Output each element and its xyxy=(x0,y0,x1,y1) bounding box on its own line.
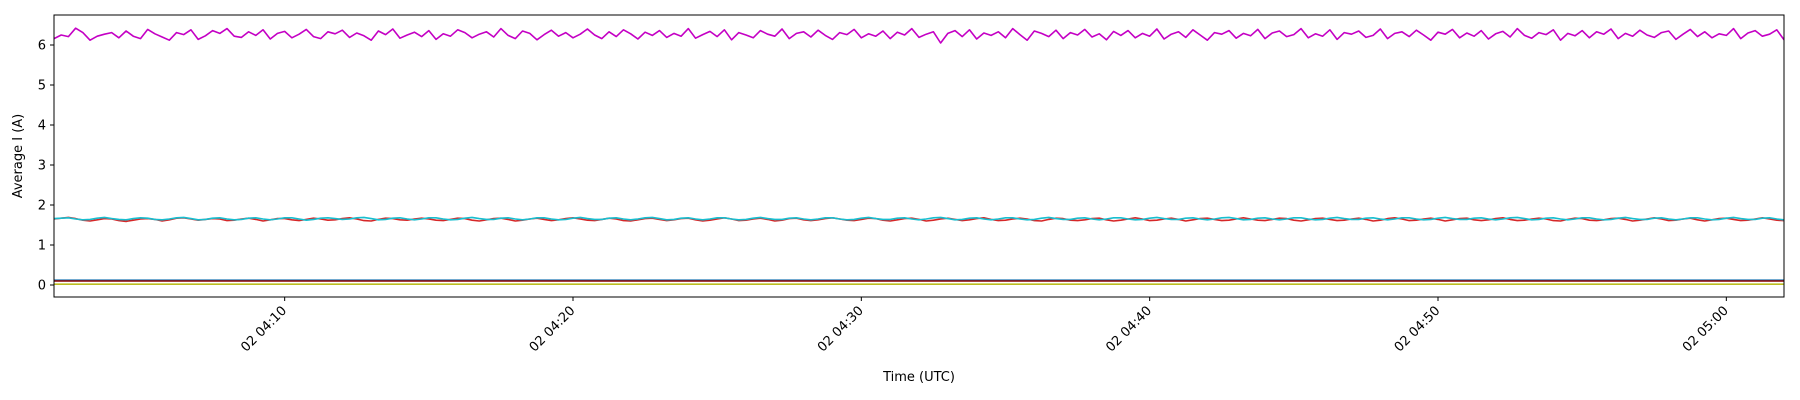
series-layer xyxy=(54,27,1784,286)
plot-area xyxy=(54,27,1784,286)
y-tick-label: 6 xyxy=(38,39,46,54)
y-tick-label: 3 xyxy=(38,159,46,174)
x-tick-label: 02 04:50 xyxy=(1392,303,1444,355)
plot-frame xyxy=(53,14,1785,298)
y-tick-label: 1 xyxy=(38,239,46,254)
x-axis-label: Time (UTC) xyxy=(882,370,955,385)
x-tick-label: 02 04:40 xyxy=(1103,303,1155,355)
x-tick-label: 02 04:20 xyxy=(527,303,579,355)
x-axis: 02 04:10 02 04:20 02 04:30 02 04:40 02 04:50… xyxy=(238,297,1732,355)
y-tick-label: 2 xyxy=(38,199,46,214)
x-tick-label: 02 04:30 xyxy=(815,303,867,355)
x-tick-label: 02 05:00 xyxy=(1680,303,1732,355)
series-line-4 xyxy=(54,216,1784,221)
y-tick-label: 4 xyxy=(38,119,46,134)
y-axis: 0 1 2 3 4 5 6 xyxy=(38,39,54,294)
series-line-5 xyxy=(54,27,1784,44)
y-tick-label: 0 xyxy=(38,279,46,294)
x-tick-label: 02 04:10 xyxy=(238,303,290,355)
y-tick-label: 5 xyxy=(38,79,46,94)
y-axis-label: Average I (A) xyxy=(11,114,26,199)
